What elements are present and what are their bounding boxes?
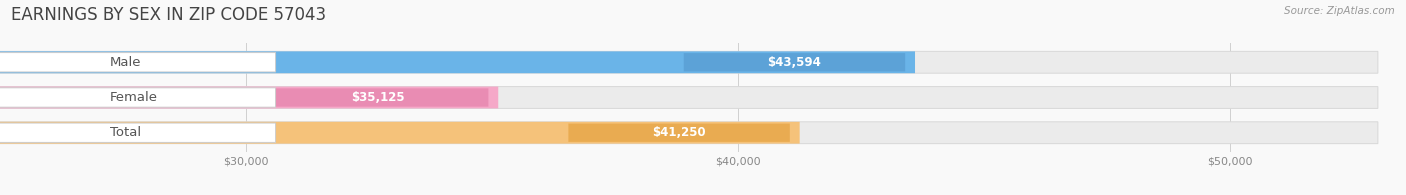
Text: $41,250: $41,250 <box>652 126 706 139</box>
Text: Total: Total <box>110 126 141 139</box>
FancyBboxPatch shape <box>0 88 276 107</box>
FancyBboxPatch shape <box>267 88 488 107</box>
FancyBboxPatch shape <box>568 124 790 142</box>
FancyBboxPatch shape <box>0 122 1378 144</box>
Text: EARNINGS BY SEX IN ZIP CODE 57043: EARNINGS BY SEX IN ZIP CODE 57043 <box>11 6 326 24</box>
FancyBboxPatch shape <box>0 53 276 72</box>
Text: Source: ZipAtlas.com: Source: ZipAtlas.com <box>1284 6 1395 16</box>
FancyBboxPatch shape <box>0 87 1378 108</box>
FancyBboxPatch shape <box>0 51 1378 73</box>
Text: $43,594: $43,594 <box>768 56 821 69</box>
FancyBboxPatch shape <box>0 122 800 144</box>
FancyBboxPatch shape <box>0 51 915 73</box>
FancyBboxPatch shape <box>683 53 905 71</box>
FancyBboxPatch shape <box>0 87 498 108</box>
Text: Male: Male <box>110 56 142 69</box>
FancyBboxPatch shape <box>0 123 276 142</box>
Text: $35,125: $35,125 <box>352 91 405 104</box>
Text: Female: Female <box>110 91 157 104</box>
